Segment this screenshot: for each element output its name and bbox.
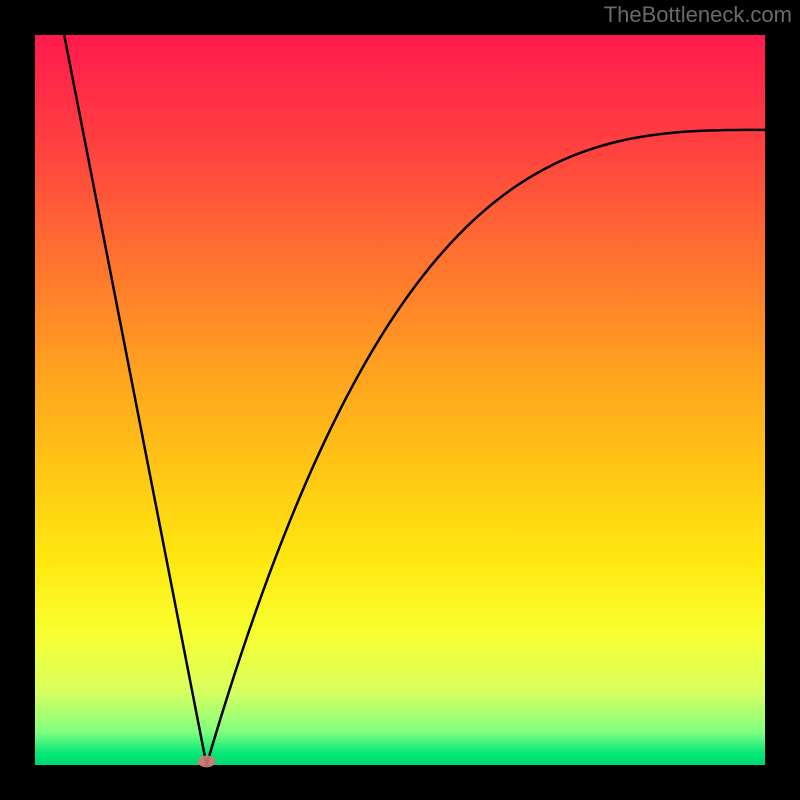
bottleneck-chart: [0, 0, 800, 800]
optimal-point-marker: [198, 755, 216, 767]
plot-background: [35, 35, 765, 765]
watermark: TheBottleneck.com: [604, 2, 792, 28]
